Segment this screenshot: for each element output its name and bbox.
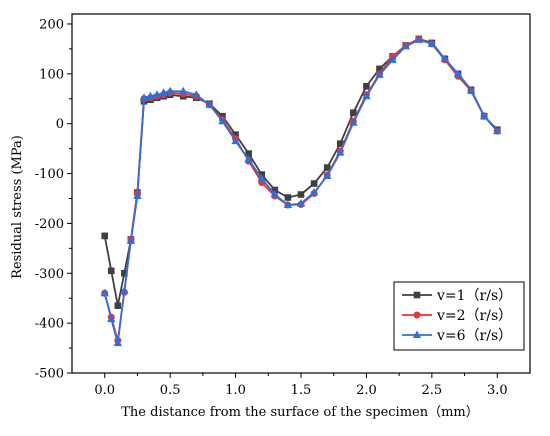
data-point bbox=[363, 82, 370, 90]
data-point bbox=[133, 191, 142, 199]
legend: v=1（r/s） v=2（r/s） v=6（r/s） bbox=[393, 281, 525, 351]
axes-layer: -500 -400 -300 -200 -100 0 100 200 0.0 0.5 1.0 1.5 2… bbox=[35, 13, 531, 398]
data-point bbox=[336, 140, 344, 147]
data-point bbox=[120, 286, 129, 294]
data-point bbox=[139, 93, 149, 101]
data-point bbox=[284, 194, 292, 201]
data-point bbox=[232, 131, 239, 138]
data-point bbox=[270, 189, 280, 198]
data-point bbox=[297, 191, 305, 198]
y-tick-label: -200 bbox=[35, 217, 64, 232]
data-point bbox=[107, 314, 116, 323]
data-point bbox=[322, 171, 332, 180]
data-point bbox=[257, 174, 266, 182]
data-point bbox=[126, 236, 136, 244]
x-tick-label: 0.5 bbox=[160, 383, 181, 398]
data-point bbox=[376, 65, 383, 73]
y-tick-label: -400 bbox=[35, 317, 64, 332]
data-point bbox=[152, 90, 162, 98]
data-point bbox=[283, 200, 293, 208]
data-point bbox=[466, 86, 476, 94]
data-point bbox=[349, 118, 358, 126]
data-point bbox=[218, 116, 227, 125]
x-tick-label: 2.0 bbox=[356, 383, 377, 398]
legend-marker bbox=[412, 330, 422, 338]
legend-label: v=1（r/s） bbox=[436, 288, 512, 304]
data-point bbox=[101, 232, 109, 240]
y-tick-label: 200 bbox=[39, 17, 64, 32]
data-point bbox=[100, 288, 109, 297]
data-point bbox=[362, 91, 371, 100]
legend-label: v=6（r/s） bbox=[436, 328, 512, 344]
data-point bbox=[453, 69, 463, 77]
data-point bbox=[309, 188, 319, 196]
data-point bbox=[113, 338, 122, 347]
data-point bbox=[310, 180, 318, 187]
data-point bbox=[107, 267, 115, 275]
data-point bbox=[165, 86, 175, 95]
data-point bbox=[480, 111, 489, 120]
x-tick-label: 1.0 bbox=[225, 383, 246, 398]
x-tick-label: 3.0 bbox=[487, 383, 508, 398]
series-layer bbox=[100, 35, 502, 347]
labels-layer: Residual stress (MPa) The distance from … bbox=[10, 135, 479, 420]
series-line bbox=[103, 38, 498, 307]
series-square bbox=[101, 35, 501, 309]
legend-label: v=2（r/s） bbox=[436, 308, 512, 324]
data-point bbox=[245, 150, 252, 157]
data-point bbox=[493, 126, 502, 135]
data-point bbox=[159, 88, 168, 96]
data-point bbox=[205, 100, 214, 108]
x-tick-label: 0.0 bbox=[94, 383, 115, 398]
legend-marker bbox=[413, 291, 421, 299]
y-tick-label: -500 bbox=[35, 367, 64, 382]
data-point bbox=[440, 54, 450, 62]
data-point bbox=[192, 90, 201, 98]
x-tick-label: 1.5 bbox=[291, 383, 312, 398]
data-point bbox=[323, 164, 331, 171]
series-triangle bbox=[100, 35, 502, 347]
data-point bbox=[427, 39, 437, 47]
data-point bbox=[350, 109, 357, 117]
x-tick-label: 2.5 bbox=[422, 383, 443, 398]
data-point bbox=[375, 70, 384, 78]
y-tick-label: 0 bbox=[56, 117, 64, 132]
y-tick-label: 100 bbox=[39, 67, 64, 82]
data-point bbox=[336, 148, 345, 156]
data-point bbox=[146, 91, 155, 100]
data-point bbox=[414, 35, 423, 43]
data-point bbox=[244, 155, 253, 163]
legend-marker bbox=[413, 311, 421, 319]
y-tick-label: -300 bbox=[35, 267, 64, 282]
data-point bbox=[296, 198, 306, 207]
y-tick-label: -100 bbox=[35, 167, 64, 182]
x-axis-title: The distance from the surface of the spe… bbox=[121, 405, 479, 420]
data-point bbox=[401, 41, 410, 50]
data-point bbox=[388, 55, 397, 63]
y-axis-title: Residual stress (MPa) bbox=[10, 135, 25, 279]
data-point bbox=[121, 269, 128, 277]
data-point bbox=[114, 302, 122, 309]
data-point bbox=[231, 136, 240, 145]
data-point bbox=[179, 86, 188, 95]
